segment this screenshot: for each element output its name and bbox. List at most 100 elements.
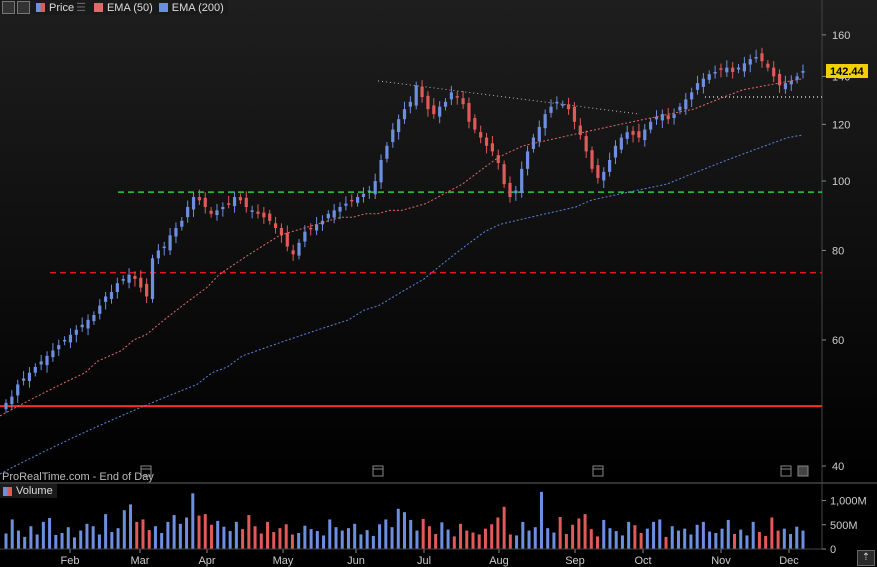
volume-bar <box>403 512 406 549</box>
volume-bar <box>228 531 232 549</box>
price-candle <box>133 275 137 279</box>
volume-bar <box>695 524 699 549</box>
volume-bar <box>334 527 338 549</box>
price-candle <box>649 121 653 130</box>
source-note: ProRealTime.com - End of Day <box>2 471 154 483</box>
volume-bar <box>782 528 786 549</box>
price-candle <box>467 103 471 122</box>
volume-bar <box>147 530 151 549</box>
volume-bar <box>396 508 400 549</box>
price-candle <box>127 274 131 283</box>
price-candle <box>783 83 788 90</box>
price-candle <box>150 258 155 299</box>
x-tick-label-dec: Dec <box>779 555 799 567</box>
ema200-line <box>0 134 804 475</box>
price-candle <box>168 235 172 251</box>
price-candle <box>156 250 160 259</box>
price-candle <box>795 76 799 80</box>
price-candle <box>215 210 219 216</box>
volume-bar <box>757 532 761 549</box>
menu-icon[interactable]: ☰ <box>76 2 86 14</box>
volume-bar <box>552 532 556 549</box>
volume-bar <box>340 530 344 549</box>
ema50-legend-label[interactable]: EMA (50) <box>106 1 153 14</box>
x-tick-label-nov: Nov <box>711 555 731 567</box>
last-price-badge-text: 142.44 <box>830 66 865 78</box>
price-candle <box>45 355 49 366</box>
price-candle <box>109 291 114 299</box>
volume-bar <box>726 519 730 549</box>
volume-bar <box>135 521 139 549</box>
volume-bar <box>216 520 220 549</box>
price-tick-label: 60 <box>832 335 844 347</box>
volume-bar <box>209 524 213 549</box>
price-candle <box>572 106 577 122</box>
volume-tick-label: 0 <box>830 544 836 556</box>
price-candle <box>414 85 418 106</box>
ema200-legend-swatch <box>158 3 168 12</box>
volume-bar <box>801 530 805 549</box>
price-candle <box>227 203 231 205</box>
price-candle <box>777 73 782 86</box>
volume-bar <box>409 519 413 549</box>
price-candle <box>51 350 55 358</box>
price-candle <box>496 155 500 163</box>
price-candle <box>162 246 166 249</box>
price-candle <box>748 59 752 65</box>
price-tick-label: 120 <box>832 119 850 131</box>
price-candle <box>578 125 582 135</box>
price-candle <box>326 213 330 219</box>
scroll-to-end-button[interactable]: ⇡ <box>857 550 875 566</box>
x-tick-label-apr: Apr <box>198 555 215 567</box>
price-candle <box>508 182 512 197</box>
price-candle <box>285 232 289 247</box>
collapse-down-icon[interactable] <box>2 1 15 14</box>
volume-bar <box>328 519 332 549</box>
volume-bar <box>571 524 575 549</box>
volume-bar <box>496 517 500 549</box>
price-candle <box>672 114 676 118</box>
volume-bar <box>178 523 182 549</box>
price-candle <box>549 106 553 113</box>
price-candle <box>21 378 26 381</box>
ema200-legend-label[interactable]: EMA (200) <box>171 1 224 14</box>
price-candle <box>684 99 688 110</box>
x-tick-label-sep: Sep <box>565 555 585 567</box>
volume-bar <box>284 524 288 549</box>
volume-bar <box>79 530 83 549</box>
volume-bar <box>253 526 257 549</box>
volume-bar <box>701 521 705 549</box>
price-candle <box>303 231 307 242</box>
price-candle <box>566 104 571 110</box>
volume-bar <box>197 515 201 549</box>
price-candle <box>385 145 389 159</box>
volume-bar <box>477 534 481 549</box>
price-legend-label[interactable]: Price <box>49 1 75 14</box>
volume-bar <box>378 524 382 549</box>
price-candle <box>104 296 108 302</box>
volume-bar <box>471 532 475 549</box>
volume-bar <box>459 523 463 549</box>
x-tick-label-jul: Jul <box>417 555 431 567</box>
price-candle <box>678 106 682 111</box>
volume-bar <box>652 521 656 549</box>
price-candle <box>68 334 73 343</box>
price-candle <box>695 83 700 90</box>
volume-bar <box>153 526 157 549</box>
volume-bar <box>770 517 774 549</box>
price-candle <box>356 196 360 203</box>
volume-bar <box>602 519 606 549</box>
price-candle <box>256 211 260 214</box>
volume-bar <box>309 529 313 549</box>
price-candle <box>455 96 459 98</box>
volume-bar <box>172 515 176 549</box>
collapse-up-icon[interactable] <box>17 1 30 14</box>
volume-legend-label[interactable]: Volume <box>16 485 53 497</box>
volume-bar <box>539 491 543 549</box>
volume-bar <box>116 528 120 549</box>
price-candle <box>484 137 489 146</box>
price-candle <box>121 278 125 281</box>
volume-bar <box>104 514 108 549</box>
price-candle <box>731 67 735 72</box>
